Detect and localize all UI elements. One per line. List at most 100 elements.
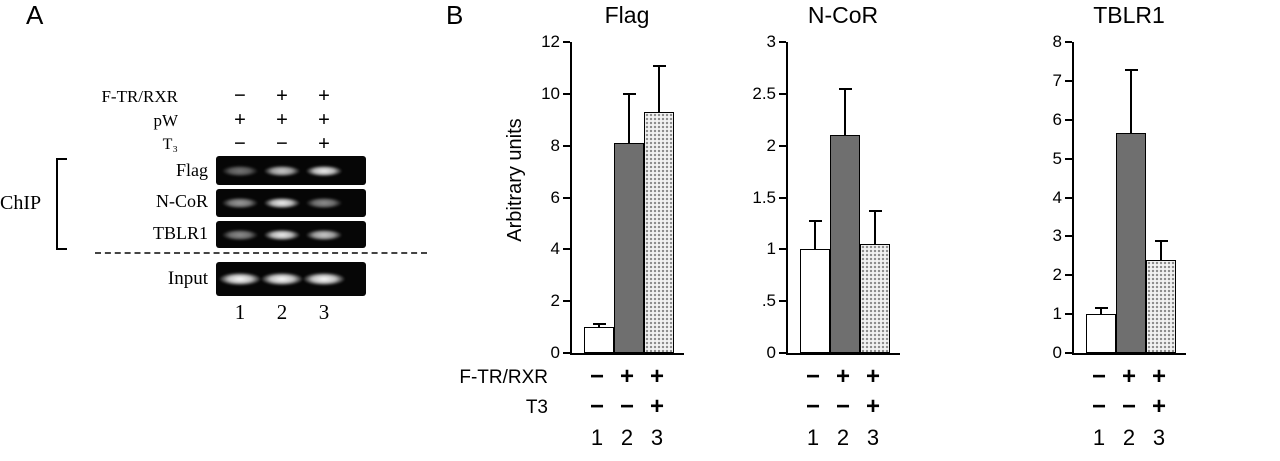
gel-band — [264, 165, 300, 176]
y-tick-label: 8 — [1052, 32, 1062, 51]
error-bar — [1160, 240, 1162, 260]
y-tick-label: 12 — [541, 32, 560, 51]
error-bar-cap — [1124, 69, 1138, 72]
chart-flag: Flag 0 2 4 6 8 10 12 − + + − − +1 2 3 — [541, 0, 684, 461]
y-tick-mark — [779, 248, 786, 251]
y-tick-mark — [1065, 157, 1072, 160]
error-bar — [658, 65, 660, 112]
y-tick-mark — [563, 300, 570, 303]
condition-symbol: − — [234, 131, 246, 155]
condition-symbol: + — [865, 363, 880, 390]
y-tick-label: 0 — [766, 343, 776, 362]
gel-band — [264, 229, 300, 240]
y-tick-mark — [563, 196, 570, 199]
gel-row-label-flag: Flag — [175, 160, 208, 180]
y-tick-mark — [563, 248, 570, 251]
x-row-label-f-tr-rxr: F-TR/RXR — [459, 367, 548, 388]
condition-symbol-row: − − + — [570, 393, 684, 423]
chart-plot: 0 .5 1 1.5 2 2.5 3 — [752, 32, 900, 362]
lane-number: 3 — [650, 425, 664, 450]
y-tick-mark — [779, 92, 786, 95]
condition-symbol-row: − + + — [1072, 363, 1186, 393]
gel-band — [306, 165, 342, 176]
condition-symbol: − — [619, 393, 634, 420]
divider-dashed-line — [95, 252, 427, 254]
y-tick-label: 2 — [766, 135, 776, 155]
y-tick-mark — [1065, 79, 1072, 82]
gel-band — [222, 229, 258, 240]
chart-x-annotations: − + + − − +1 2 3 — [786, 363, 900, 451]
lane-number: 2 — [1122, 425, 1136, 450]
lane-number: 1 — [590, 425, 604, 450]
error-bar — [814, 220, 816, 250]
bar-stipple — [860, 244, 890, 353]
y-tick-label: 6 — [550, 187, 560, 207]
error-bar-cap — [868, 209, 882, 212]
y-tick-mark — [1065, 118, 1072, 121]
y-tick-mark — [563, 144, 570, 147]
gel-band — [306, 197, 342, 209]
lane-number: 2 — [276, 300, 288, 324]
gel-row-label-ncor: N-CoR — [155, 191, 208, 211]
y-tick-label: 3 — [766, 32, 776, 51]
chart-title: TBLR1 — [1093, 2, 1165, 28]
condition-symbol: − — [1091, 363, 1106, 390]
gel-band — [222, 165, 258, 176]
condition-symbol: + — [649, 363, 664, 390]
gel-band — [261, 272, 303, 286]
lane-number: 3 — [1152, 425, 1166, 450]
error-bar — [628, 92, 630, 144]
y-tick-mark — [1065, 41, 1072, 43]
chip-label: ChIP — [0, 192, 42, 214]
y-tick-label: 3 — [1052, 226, 1062, 246]
chart-x-annotations: − + + − − +1 2 3 — [570, 363, 684, 451]
gel-row-label-tblr1: TBLR1 — [152, 223, 208, 243]
bar-gray — [830, 135, 860, 353]
condition-symbol: − — [276, 131, 288, 155]
bar-white — [1086, 314, 1116, 353]
lane-number: 2 — [836, 425, 850, 450]
condition-symbol: + — [276, 107, 288, 131]
condition-symbol: − — [1121, 393, 1136, 420]
bar-stipple — [644, 111, 674, 353]
bar-gray — [1116, 133, 1146, 353]
condition-symbol: + — [1121, 363, 1136, 390]
y-tick-mark — [779, 300, 786, 303]
condition-symbol: + — [276, 83, 288, 107]
condition-symbol: + — [1151, 393, 1166, 420]
y-tick-mark — [1065, 352, 1072, 354]
condition-symbol: − — [805, 363, 820, 390]
gel-strip-flag — [216, 156, 366, 185]
condition-symbol: + — [619, 363, 634, 390]
gel-band — [222, 197, 258, 209]
y-tick-label: 1.5 — [752, 187, 776, 207]
condition-symbol: − — [1091, 393, 1106, 420]
chart-plot: 0 1 2 3 4 5 6 7 8 — [1053, 32, 1186, 362]
lane-number: 3 — [866, 425, 880, 450]
lane-number: 3 — [318, 300, 330, 324]
chip-bracket — [56, 158, 67, 250]
condition-symbol: + — [234, 107, 246, 131]
error-bar-cap — [838, 87, 852, 90]
condition-symbol: + — [835, 363, 850, 390]
error-bar-cap — [652, 65, 666, 68]
condition-symbol-row: − + + — [786, 363, 900, 393]
condition-symbol-row: − − + — [786, 393, 900, 423]
condition-symbol: − — [835, 393, 850, 420]
error-bar-cap — [592, 323, 606, 326]
y-tick-label: 8 — [550, 135, 560, 155]
bar-stipple — [1146, 259, 1176, 353]
y-tick-label: 5 — [1052, 148, 1062, 168]
gel-band — [264, 197, 300, 209]
y-tick-label: 0 — [1052, 343, 1062, 362]
y-tick-label: 1 — [766, 239, 776, 259]
condition-symbol: − — [234, 83, 246, 107]
error-bar-cap — [622, 92, 636, 95]
lane-number: 2 — [620, 425, 634, 450]
condition-symbol: − — [589, 393, 604, 420]
y-tick-label: 6 — [1052, 109, 1062, 129]
gel-strip-input — [216, 262, 366, 296]
